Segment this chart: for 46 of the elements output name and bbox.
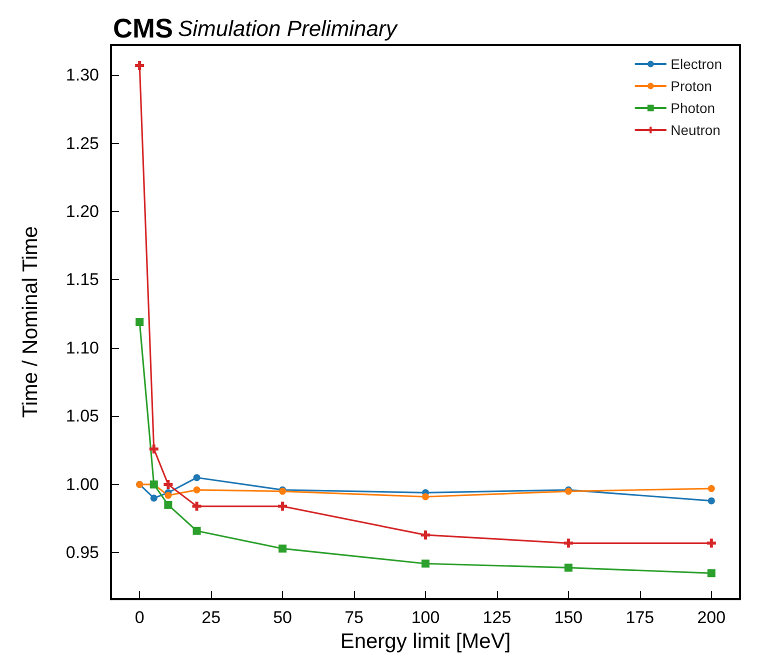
y-tick-label: 1.20 <box>66 202 99 222</box>
point <box>164 500 172 509</box>
y-tick-label: 1.10 <box>66 338 99 358</box>
x-axis-title: Energy limit [MeV] <box>340 630 511 653</box>
legend-label: Neutron <box>670 122 720 138</box>
y-tick-label: 1.25 <box>66 134 99 153</box>
point <box>135 60 144 70</box>
point <box>564 538 573 548</box>
y-tick-label: 1.00 <box>66 474 99 494</box>
x-tick-label: 175 <box>626 608 654 628</box>
y-axis-title: Time / Nominal Time <box>19 226 42 418</box>
point <box>192 526 201 535</box>
x-tick-label: 0 <box>134 608 144 628</box>
y-tick-label: 1.05 <box>66 406 99 426</box>
point <box>192 502 202 511</box>
point <box>708 497 715 504</box>
x-tick-label: 200 <box>697 608 726 628</box>
legend-label: Proton <box>670 78 712 94</box>
x-tick-label: 75 <box>344 608 364 628</box>
point <box>278 544 287 553</box>
point <box>422 560 430 568</box>
point <box>193 474 200 482</box>
point <box>278 502 288 511</box>
y-tick-label: 1.30 <box>66 66 99 85</box>
point <box>564 564 572 572</box>
legend-label: Photon <box>670 100 716 116</box>
point <box>193 486 200 494</box>
point <box>422 493 429 500</box>
point <box>421 530 430 540</box>
y-tick-label: 0.95 <box>66 543 99 562</box>
point <box>706 538 716 548</box>
point <box>149 444 158 454</box>
y-tick-label: 1.15 <box>66 270 99 290</box>
point <box>150 494 158 502</box>
legend-label: Electron <box>670 56 722 72</box>
point <box>164 492 172 499</box>
x-tick-label: 100 <box>411 608 440 628</box>
point <box>164 480 173 489</box>
x-tick-label: 25 <box>202 608 221 628</box>
point <box>708 485 715 492</box>
point <box>707 569 716 578</box>
x-tick-label: 125 <box>482 608 512 628</box>
x-tick-label: 150 <box>554 608 583 628</box>
point <box>136 318 144 326</box>
x-tick-label: 50 <box>273 608 292 628</box>
chart-title: CMS Simulation Preliminary <box>113 14 399 44</box>
